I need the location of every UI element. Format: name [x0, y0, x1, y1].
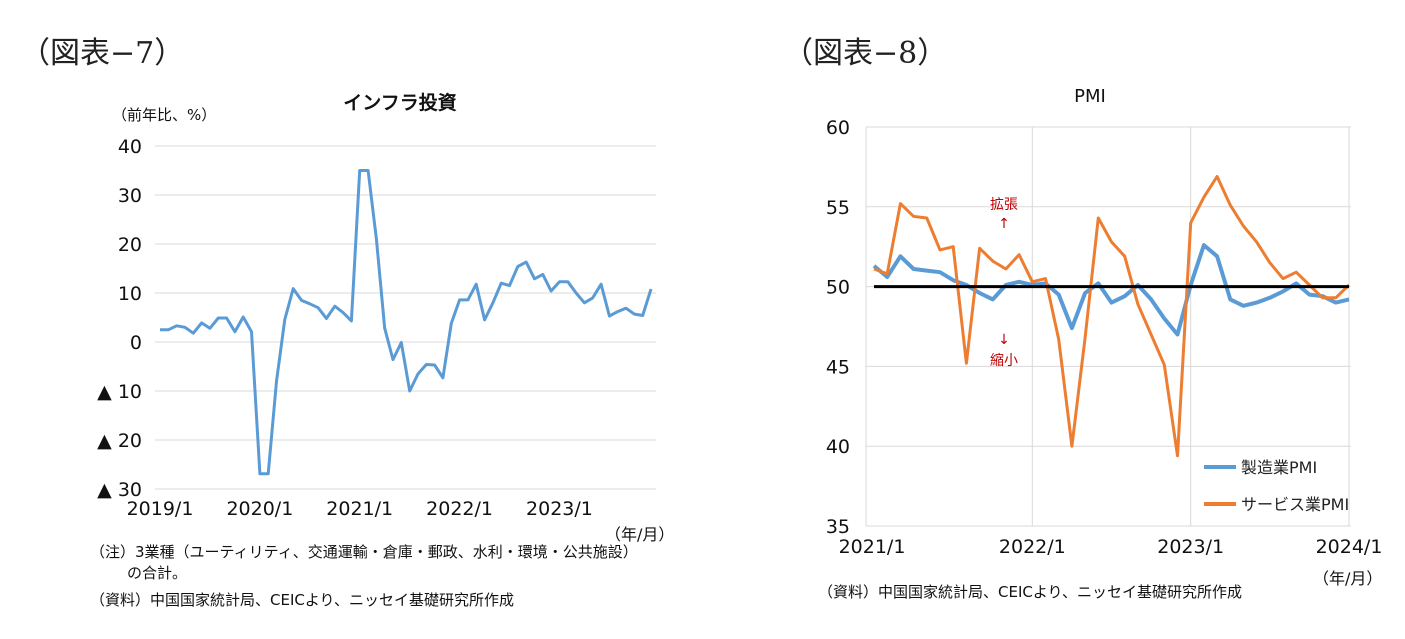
- legend-label: サービス業PMI: [1241, 495, 1349, 514]
- x-tick-label-right: 2023/1: [1157, 536, 1224, 558]
- source-right: （資料）中国国家統計局、CEICより、ニッセイ基礎研究所作成: [818, 583, 1242, 601]
- series-line-manufacturing-pmi: [872, 243, 1350, 337]
- y-tick-label-left: ▲ 20: [97, 430, 142, 452]
- series-line-services-pmi: [873, 175, 1351, 458]
- x-tick-label-left: 2021/1: [326, 498, 393, 520]
- x-axis-unit-right: （年/月）: [1313, 569, 1383, 588]
- x-tick-label-left: 2022/1: [426, 498, 493, 520]
- x-tick-label-left: 2019/1: [127, 498, 194, 520]
- y-tick-label-left: 0: [130, 332, 142, 354]
- annotation-up-arrow: ↑: [998, 216, 1010, 232]
- annotation-down-arrow: ↓: [998, 332, 1010, 348]
- x-tick-label-left: 2023/1: [526, 498, 593, 520]
- y-tick-label-right: 55: [826, 197, 850, 219]
- y-tick-label-right: 50: [826, 277, 850, 299]
- note-line-2: の合計。: [127, 564, 188, 582]
- annotation-expansion-label: 拡張: [990, 197, 1018, 213]
- x-tick-label-right: 2024/1: [1316, 536, 1383, 558]
- y-tick-label-left: ▲ 30: [97, 479, 142, 501]
- figure-label-right: （図表−8）: [783, 36, 948, 71]
- y-tick-label-left: 40: [118, 136, 142, 158]
- y-tick-label-right: 40: [826, 436, 850, 458]
- note-line-1: （注）3業種（ユーティリティ、交通運輸・倉庫・郵政、水利・環境・公共施設）: [90, 543, 638, 561]
- y-tick-label-right: 35: [826, 516, 850, 538]
- chart-title-left: インフラ投資: [343, 92, 457, 114]
- series-line-infrastructure: [160, 169, 653, 476]
- chart-title-right: PMI: [1074, 86, 1106, 107]
- y-axis-unit-left: （前年比、%）: [112, 106, 217, 124]
- x-tick-label-right: 2021/1: [839, 536, 906, 558]
- legend-label: 製造業PMI: [1241, 458, 1317, 477]
- source-left: （資料）中国国家統計局、CEICより、ニッセイ基礎研究所作成: [90, 591, 514, 609]
- y-tick-label-right: 45: [826, 356, 850, 378]
- annotation-contraction-label: 縮小: [990, 353, 1018, 369]
- y-tick-label-left: 10: [118, 283, 142, 305]
- figure-label-left: （図表−7）: [20, 36, 185, 71]
- x-tick-label-left: 2020/1: [226, 498, 293, 520]
- x-tick-label-right: 2022/1: [999, 536, 1066, 558]
- y-tick-label-left: 30: [118, 185, 142, 207]
- y-tick-label-right: 60: [826, 117, 850, 139]
- y-tick-label-left: ▲ 10: [97, 381, 142, 403]
- x-axis-unit-left: （年/月）: [605, 525, 675, 544]
- y-tick-label-left: 20: [118, 234, 142, 256]
